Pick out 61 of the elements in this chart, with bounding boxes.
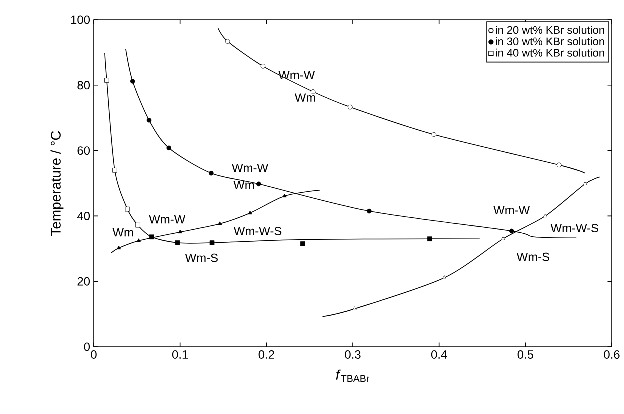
point	[352, 306, 357, 310]
point	[556, 162, 562, 168]
point	[178, 230, 182, 234]
annotation: Wm-W	[149, 215, 186, 224]
annotation: Wm-W-S	[234, 227, 282, 236]
y-tick-label: 80	[78, 81, 90, 90]
annotation: Wm-W	[278, 71, 316, 80]
point	[260, 64, 266, 69]
point	[146, 118, 152, 123]
point	[256, 182, 262, 187]
point	[125, 206, 130, 212]
point	[583, 182, 588, 186]
x-tick-label: 0.3	[345, 350, 361, 359]
annotation: Wm-S	[516, 252, 550, 262]
point	[209, 170, 214, 176]
point	[136, 222, 140, 228]
point	[509, 228, 514, 234]
annotation: Wm-W-S	[550, 224, 598, 233]
point	[130, 79, 136, 84]
annotation: Wm-W	[232, 164, 268, 172]
point	[432, 132, 437, 138]
x-tick-label: 0	[91, 350, 97, 359]
point	[427, 236, 432, 242]
x-axis-title: f$_{TBABr}$	[336, 370, 370, 382]
x-tick-label: 0.5	[518, 350, 534, 359]
point	[136, 238, 141, 242]
point	[300, 242, 306, 246]
y-axis-title: Temperature / °C	[50, 131, 64, 236]
point	[501, 236, 506, 240]
point	[248, 210, 252, 215]
point	[116, 246, 122, 250]
point	[442, 276, 447, 280]
annotation: Wm	[234, 181, 254, 190]
x-tick-label: 0.2	[258, 350, 274, 359]
legend-label: in 20 wt% KBr solution	[496, 26, 604, 34]
point	[104, 78, 110, 83]
legend-label: in 40 wt% KBr solution	[496, 48, 604, 57]
x-tick-label: 0.6	[604, 350, 620, 359]
point	[218, 222, 222, 226]
y-tick-label: 40	[77, 212, 90, 220]
y-tick-label: 100	[71, 16, 90, 24]
y-tick-label: 0	[84, 342, 90, 352]
annotation: Wm	[294, 94, 316, 102]
point	[166, 146, 172, 151]
legend-label: in 30 wt% KBr solution	[496, 37, 604, 46]
x-tick-label: 0.4	[431, 350, 448, 359]
point	[112, 168, 118, 173]
y-tick-label: 20	[78, 277, 90, 286]
point	[210, 240, 215, 246]
point	[225, 39, 230, 44]
point	[149, 234, 154, 240]
point	[282, 194, 287, 198]
annotation: Wm-W	[494, 206, 530, 214]
annotation: Wm	[112, 228, 134, 237]
point	[175, 240, 180, 246]
x-tick-label: 0.1	[172, 350, 188, 359]
y-tick-label: 60	[78, 146, 90, 156]
point	[348, 104, 353, 110]
annotation: Wm-S	[185, 254, 218, 262]
point	[367, 208, 372, 214]
point	[543, 214, 548, 218]
